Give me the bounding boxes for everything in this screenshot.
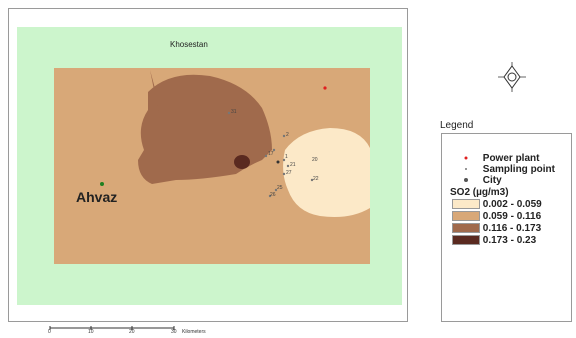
legend-so2-title: SO2 (µg/m3) [450, 187, 509, 198]
scale-tick-label: 10 [88, 329, 94, 335]
sampling-point-label: 26 [270, 192, 276, 198]
legend-city-label: City [482, 175, 502, 186]
sampling-point-label: 1 [285, 154, 288, 160]
legend-swatch [452, 211, 480, 222]
scale-bar-line [49, 326, 175, 330]
legend-class-label: 0.059 - 0.116 [482, 211, 542, 222]
legend-class-label: 0.116 - 0.173 [482, 223, 542, 234]
sampling-point-marker [264, 154, 268, 158]
city-symbol-icon [452, 175, 480, 186]
power-plant-marker [323, 86, 327, 90]
sampling-point-label: 20 [312, 157, 318, 163]
sampling-point-label: 2 [286, 132, 289, 138]
sampling-point-label: 21 [290, 162, 296, 168]
legend-item-class-4: 0.173 - 0.23 [452, 235, 536, 246]
sampling-point-marker [272, 148, 276, 152]
scale-tick-label: 30 [171, 329, 177, 335]
legend-item-class-2: 0.059 - 0.116 [452, 211, 541, 222]
so2-zone-low [283, 128, 370, 217]
north-arrow-icon [498, 62, 526, 92]
legend-power-plant-label: Power plant [482, 153, 540, 164]
legend-swatch [452, 235, 480, 246]
sampling-point-label: 25 [277, 185, 283, 191]
legend-class-label: 0.002 - 0.059 [482, 199, 542, 210]
legend-swatch [452, 199, 480, 210]
legend-box: Power plant Sampling point City SO2 (µg/… [441, 133, 572, 322]
legend-swatch [452, 223, 480, 234]
so2-zone-high [234, 155, 250, 169]
sampling-point-symbol-icon [452, 164, 480, 175]
sampling-point-marker [282, 172, 286, 176]
scale-tick-label: 0 [48, 329, 51, 335]
legend-item-city: City [452, 175, 502, 186]
legend-title: Legend [440, 120, 474, 131]
sampling-point-marker [274, 188, 278, 192]
scale-tick-label: 20 [129, 329, 135, 335]
city-label: Ahvaz [76, 189, 118, 205]
sampling-point-label: 17 [268, 151, 274, 157]
scale-unit-label: Kilometers [182, 329, 206, 335]
legend-item-class-3: 0.116 - 0.173 [452, 223, 541, 234]
legend-item-power-plant: Power plant [452, 153, 539, 164]
province-label: Khosestan [170, 40, 208, 49]
so2-zone-medium-high-tail [150, 70, 160, 120]
power-plant-symbol-icon [452, 153, 480, 164]
legend-sampling-point-label: Sampling point [482, 164, 555, 175]
sampling-point-marker [286, 164, 290, 168]
legend-item-sampling-point: Sampling point [452, 164, 555, 175]
legend-item-class-1: 0.002 - 0.059 [452, 199, 542, 210]
sampling-point-marker [310, 178, 314, 182]
legend-class-label: 0.173 - 0.23 [482, 235, 537, 246]
sampling-point-marker [282, 134, 286, 138]
sampling-point-label: 22 [313, 176, 319, 182]
sampling-point-marker [276, 160, 280, 164]
sampling-point-marker [268, 194, 272, 198]
sampling-point-marker [282, 158, 286, 162]
sampling-point-marker [227, 111, 231, 115]
sampling-point-label: 27 [286, 170, 292, 176]
sampling-point-label: 31 [231, 109, 237, 115]
city-marker [100, 182, 104, 186]
